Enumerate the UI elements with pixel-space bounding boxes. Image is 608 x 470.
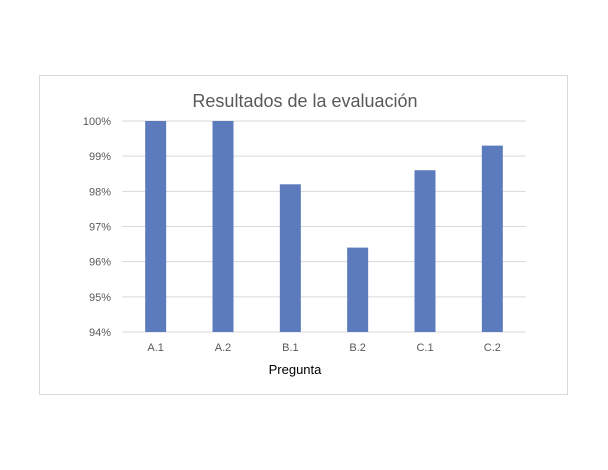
x-tick-label: C.1 bbox=[416, 342, 433, 354]
y-tick-label: 95% bbox=[89, 292, 111, 304]
bars bbox=[145, 121, 503, 332]
x-tick-label: C.2 bbox=[484, 342, 501, 354]
bar-b-2 bbox=[347, 247, 369, 332]
y-tick-label: 99% bbox=[89, 151, 111, 163]
x-tick-label: B.2 bbox=[349, 342, 366, 354]
chart-frame: Resultados de la evaluación 94% 95% 96% 97%… bbox=[39, 75, 568, 395]
chart-title: Resultados de la evaluación bbox=[192, 91, 417, 111]
x-axis-tick-labels: A.1 A.2 B.1 B.2 C.1 C.2 bbox=[147, 342, 500, 354]
x-tick-label: A.2 bbox=[215, 342, 232, 354]
gridlines bbox=[122, 120, 526, 333]
y-tick-label: 100% bbox=[83, 116, 111, 128]
chart-svg: Resultados de la evaluación 94% 95% 96% 97%… bbox=[83, 91, 526, 377]
bar-b-1 bbox=[279, 184, 301, 332]
bar-c-1 bbox=[414, 170, 436, 332]
y-tick-label: 97% bbox=[89, 222, 111, 234]
x-tick-label: A.1 bbox=[147, 342, 164, 354]
y-tick-label: 96% bbox=[89, 257, 111, 269]
y-tick-label: 94% bbox=[89, 327, 111, 339]
bar-a-1 bbox=[145, 121, 167, 332]
x-tick-label: B.1 bbox=[282, 342, 299, 354]
bar-c-2 bbox=[481, 145, 503, 332]
y-axis-tick-labels: 94% 95% 96% 97% 98% 99% 100% bbox=[83, 116, 111, 339]
bar-a-2 bbox=[212, 121, 234, 332]
x-axis-title: Pregunta bbox=[269, 362, 323, 377]
y-tick-label: 98% bbox=[89, 186, 111, 198]
